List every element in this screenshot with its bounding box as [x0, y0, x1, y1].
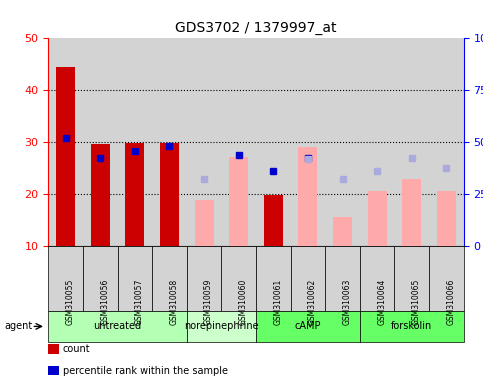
Bar: [125, 143, 144, 246]
Text: GSM310059: GSM310059: [204, 278, 213, 325]
Bar: [291, 38, 325, 246]
Text: GSM310063: GSM310063: [342, 278, 352, 325]
Text: GSM310064: GSM310064: [377, 278, 386, 325]
Text: GSM310060: GSM310060: [239, 278, 248, 325]
Bar: [325, 38, 360, 246]
Text: untreated: untreated: [94, 321, 142, 331]
Bar: [437, 191, 456, 246]
Bar: [91, 144, 110, 246]
Text: percentile rank within the sample: percentile rank within the sample: [63, 366, 228, 376]
Bar: [368, 191, 387, 246]
Title: GDS3702 / 1379997_at: GDS3702 / 1379997_at: [175, 21, 337, 35]
Text: norepinephrine: norepinephrine: [184, 321, 259, 331]
Bar: [333, 217, 352, 246]
Text: GSM310065: GSM310065: [412, 278, 421, 325]
Text: GSM310066: GSM310066: [446, 278, 455, 325]
Text: GSM310062: GSM310062: [308, 278, 317, 324]
Text: GSM310058: GSM310058: [170, 278, 178, 324]
Bar: [402, 179, 421, 246]
Bar: [117, 38, 152, 246]
Bar: [160, 143, 179, 246]
Text: count: count: [63, 344, 90, 354]
Bar: [152, 38, 187, 246]
Text: forskolin: forskolin: [391, 321, 432, 331]
Bar: [83, 38, 117, 246]
Text: GSM310055: GSM310055: [66, 278, 74, 325]
Bar: [298, 147, 317, 246]
Bar: [56, 67, 75, 246]
Bar: [395, 38, 429, 246]
Bar: [360, 38, 395, 246]
Bar: [221, 38, 256, 246]
Text: GSM310057: GSM310057: [135, 278, 144, 325]
Bar: [195, 200, 213, 246]
Bar: [429, 38, 464, 246]
Text: GSM310056: GSM310056: [100, 278, 109, 325]
Bar: [256, 38, 291, 246]
Bar: [48, 38, 83, 246]
Bar: [229, 157, 248, 246]
Bar: [187, 38, 221, 246]
Text: GSM310061: GSM310061: [273, 278, 282, 324]
Text: agent: agent: [5, 321, 33, 331]
Text: cAMP: cAMP: [295, 321, 321, 331]
Bar: [264, 195, 283, 246]
